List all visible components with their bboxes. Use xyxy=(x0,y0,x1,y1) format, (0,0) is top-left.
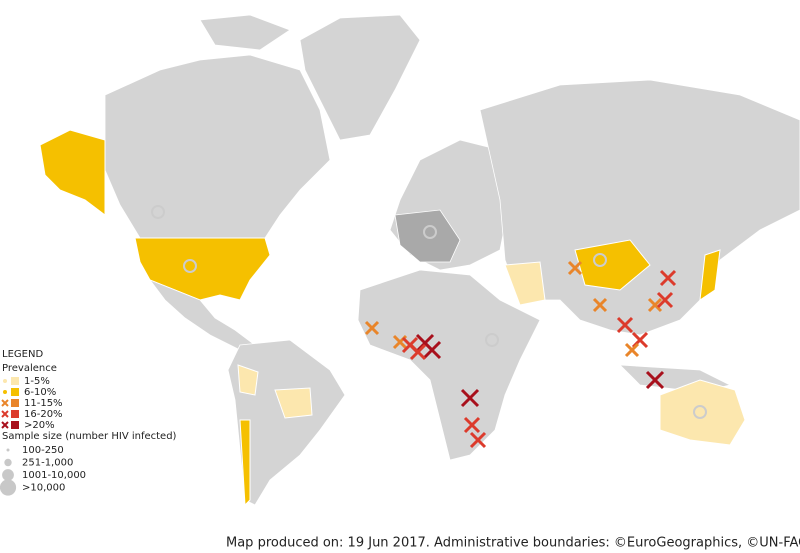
site-marker xyxy=(469,431,487,449)
legend-dot xyxy=(3,390,7,394)
legend: LEGEND Prevalence Sample size (number HI… xyxy=(0,349,177,496)
site-marker xyxy=(659,269,677,287)
legend-label: 100-250 xyxy=(22,445,64,456)
legend-label: 6-10% xyxy=(24,387,56,398)
legend-swatch xyxy=(11,410,19,418)
legend-label: 1-5% xyxy=(24,376,50,387)
legend-cross xyxy=(1,410,9,418)
site-marker xyxy=(656,291,674,309)
site-circle xyxy=(183,259,197,273)
site-circle xyxy=(593,253,607,267)
sample-title: Sample size (number HIV infected) xyxy=(2,431,177,442)
site-circle xyxy=(151,205,165,219)
legend-swatch xyxy=(11,377,19,385)
legend-label: 16-20% xyxy=(24,409,63,420)
site-marker xyxy=(422,340,442,360)
legend-dot xyxy=(3,379,7,383)
footer: Map produced on: 19 Jun 2017. Administra… xyxy=(226,536,800,551)
legend-cross xyxy=(1,421,9,429)
legend-label: 11-15% xyxy=(24,398,63,409)
site-marker xyxy=(409,343,427,361)
site-circle xyxy=(423,225,437,239)
site-marker xyxy=(647,297,663,313)
legend-swatch xyxy=(11,421,19,429)
legend-swatch xyxy=(11,388,19,396)
site-marker xyxy=(463,416,481,434)
legend-size xyxy=(6,448,10,452)
site-marker xyxy=(616,316,634,334)
site-marker xyxy=(364,320,380,336)
site-marker xyxy=(624,342,640,358)
legend-cross xyxy=(1,399,9,407)
legend-swatch xyxy=(11,399,19,407)
legend-title: LEGEND xyxy=(2,349,43,360)
legend-label: >10,000 xyxy=(22,483,65,494)
site-circle xyxy=(693,405,707,419)
site-marker xyxy=(460,388,480,408)
legend-label: >20% xyxy=(24,420,55,431)
legend-size xyxy=(0,479,17,496)
site-marker xyxy=(592,297,608,313)
legend-size xyxy=(4,458,12,467)
legend-size xyxy=(2,469,14,481)
site-circle xyxy=(485,333,499,347)
land-masses xyxy=(39,14,800,507)
legend-label: 251-1,000 xyxy=(22,458,73,469)
legend-label: 1001-10,000 xyxy=(22,470,86,481)
map-markers xyxy=(151,205,707,449)
prevalence-title: Prevalence xyxy=(2,363,57,374)
site-marker xyxy=(567,260,583,276)
site-marker xyxy=(645,370,665,390)
